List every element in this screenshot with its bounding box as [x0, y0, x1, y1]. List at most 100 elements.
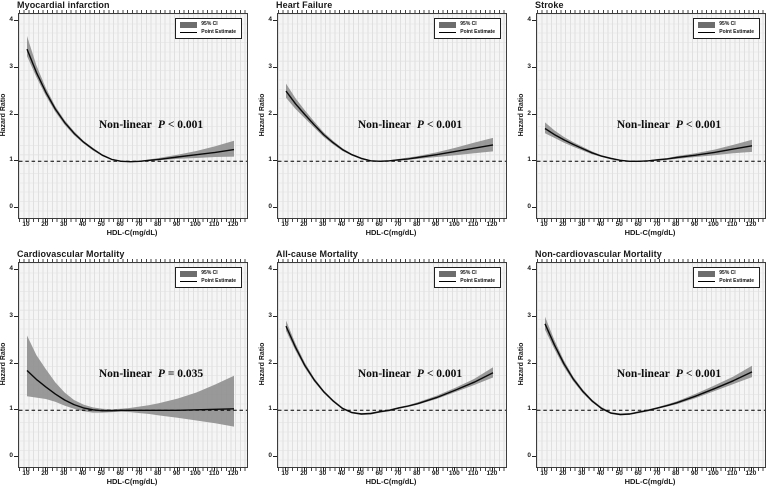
- y-tick-mark: [273, 160, 277, 162]
- x-tick-label: 120: [227, 221, 239, 228]
- y-tick-label: 4: [9, 16, 13, 23]
- annotation-p-symbol: P: [416, 119, 424, 131]
- x-tick-mark: [360, 467, 362, 471]
- y-tick-mark: [532, 362, 536, 364]
- legend-ci-row: 95% CI: [180, 22, 236, 28]
- x-tick-mark: [44, 218, 46, 222]
- annotation-comparison: = 0.035: [167, 368, 204, 380]
- bottom-axis-ticks: [278, 219, 506, 222]
- x-axis-title: HDL-C(mg/dL): [365, 228, 417, 237]
- x-tick-label: 60: [375, 221, 383, 228]
- x-tick-label: 90: [690, 470, 699, 477]
- point-estimate-line: [26, 48, 235, 163]
- top-axis-ticks: [278, 10, 506, 13]
- x-tick-label: 110: [208, 221, 220, 228]
- x-tick-mark: [416, 467, 418, 471]
- point-estimate-line-icon: [180, 281, 198, 282]
- x-tick-label: 100: [707, 221, 719, 228]
- legend-ci-label: 95% CI: [460, 21, 477, 28]
- point-estimate-line-icon: [439, 32, 457, 33]
- y-tick-mark: [14, 20, 18, 21]
- panel-title: Non-cardiovascular Mortality: [535, 249, 662, 259]
- x-tick-label: 10: [22, 470, 30, 477]
- x-tick-label: 50: [97, 221, 105, 228]
- plot-svg: [537, 122, 765, 162]
- x-tick-label: 80: [413, 221, 421, 228]
- y-tick-mark: [532, 207, 536, 208]
- x-tick-mark: [581, 467, 583, 471]
- x-tick-mark: [285, 467, 286, 471]
- y-tick-label: 2: [9, 358, 13, 366]
- point-estimate-line: [285, 90, 494, 162]
- point-estimate-line-icon: [439, 281, 457, 282]
- annotation-comparison: < 0.001: [685, 119, 722, 131]
- y-tick-mark: [273, 269, 277, 270]
- chart-panel: Cardiovascular Mortality 95% CI Point Es…: [0, 245, 259, 490]
- plot-area: 95% CI Point Estimate Non-linear P < 0.00…: [18, 13, 248, 219]
- x-tick-label: 70: [394, 470, 402, 477]
- legend-ci-label: 95% CI: [201, 21, 218, 28]
- bottom-axis-ticks: [537, 468, 765, 471]
- y-tick-label: 0: [527, 452, 531, 459]
- x-tick-label: 100: [448, 221, 460, 228]
- x-tick-mark: [750, 467, 752, 471]
- x-tick-label: 20: [300, 221, 308, 228]
- y-tick-label: 1: [9, 405, 13, 413]
- y-tick-label: 0: [268, 203, 272, 210]
- chart-panel: Myocardial infarction 95% CI Point Estim…: [0, 0, 259, 245]
- panel-title: All-cause Mortality: [276, 249, 358, 259]
- x-tick-label: 50: [356, 221, 364, 228]
- x-tick-mark: [397, 218, 399, 222]
- annotation-label: Non-linear: [357, 368, 411, 380]
- y-tick-mark: [14, 66, 18, 68]
- x-tick-label: 120: [227, 470, 239, 477]
- x-tick-mark: [214, 218, 216, 222]
- x-tick-label: 30: [578, 470, 586, 477]
- x-tick-label: 100: [448, 470, 460, 477]
- panel-title: Stroke: [535, 0, 564, 10]
- x-tick-label: 40: [78, 470, 87, 477]
- x-tick-label: 10: [281, 221, 289, 228]
- x-tick-label: 40: [596, 221, 605, 228]
- x-tick-mark: [732, 218, 734, 222]
- x-tick-mark: [120, 218, 122, 222]
- y-tick-mark: [273, 66, 277, 68]
- ci-band: [27, 335, 234, 427]
- x-tick-mark: [454, 467, 456, 471]
- x-tick-mark: [232, 218, 234, 222]
- plot-svg: [19, 36, 247, 163]
- legend-ci-label: 95% CI: [460, 270, 477, 277]
- y-tick-label: 0: [9, 452, 13, 459]
- x-tick-mark: [491, 467, 493, 471]
- x-tick-mark: [195, 218, 197, 222]
- top-axis-ticks: [19, 10, 247, 13]
- legend: 95% CI Point Estimate: [434, 267, 501, 288]
- x-tick-label: 40: [78, 221, 87, 228]
- annotation-label: Non-linear: [616, 368, 670, 380]
- chart-panel: Stroke 95% CI Point Estimate Non-linear P…: [518, 0, 777, 245]
- plot-svg: [19, 335, 247, 427]
- ci-band-swatch-icon: [698, 271, 716, 277]
- ci-band-swatch-icon: [439, 271, 457, 277]
- nonlinear-p-annotation: Non-linear P < 0.001: [71, 119, 231, 131]
- x-tick-mark: [473, 467, 475, 471]
- panel-inner: All-cause Mortality 95% CI Point Estimat…: [259, 249, 518, 490]
- x-tick-mark: [656, 467, 658, 471]
- point-estimate-line: [544, 323, 753, 416]
- annotation-comparison: < 0.001: [167, 119, 204, 131]
- x-axis-title: HDL-C(mg/dL): [365, 477, 417, 486]
- annotation-label: Non-linear: [98, 368, 152, 380]
- x-tick-mark: [157, 467, 159, 471]
- nonlinear-p-annotation: Non-linear P < 0.001: [330, 119, 490, 131]
- x-tick-label: 50: [97, 470, 105, 477]
- x-tick-mark: [694, 218, 696, 222]
- x-tick-mark: [195, 467, 197, 471]
- annotation-p-symbol: P: [675, 119, 683, 131]
- y-tick-label: 4: [527, 265, 531, 272]
- x-tick-label: 80: [413, 470, 421, 477]
- x-tick-label: 60: [634, 221, 642, 228]
- ci-band: [27, 36, 234, 163]
- point-estimate-line-icon: [698, 32, 716, 33]
- x-tick-label: 10: [281, 470, 289, 477]
